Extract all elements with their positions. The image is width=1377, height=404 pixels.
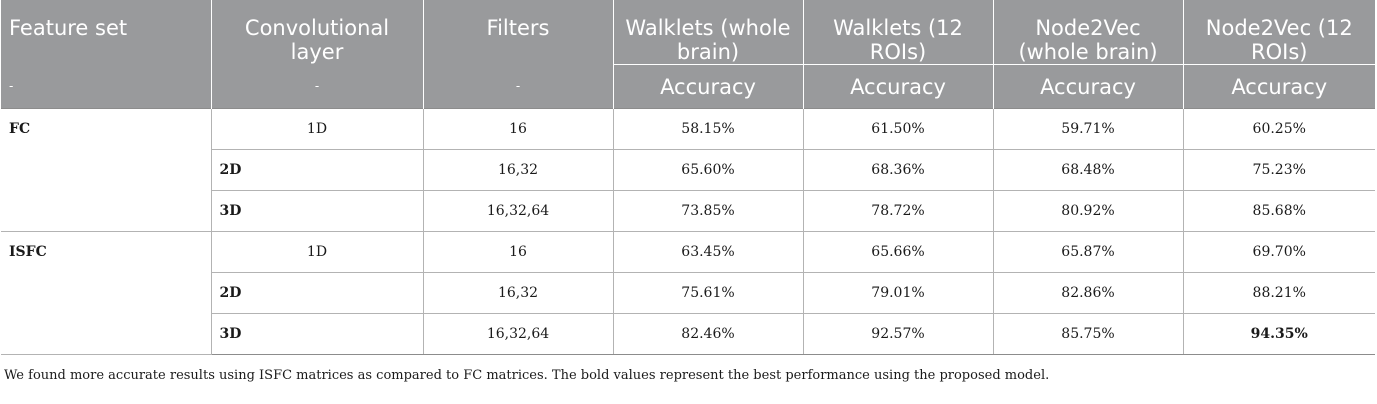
accuracy-cell: 65.60% [612, 149, 804, 191]
subheader-convolutional-layer: - [210, 64, 424, 109]
subheader-accuracy: Accuracy [802, 64, 994, 109]
table-row: 3D 16,32,64 82.46% 92.57% 85.75% 94.35% [1, 313, 1375, 355]
convolutional-layer-cell: 1D [210, 231, 424, 273]
accuracy-cell: 65.66% [802, 231, 994, 273]
subheader-accuracy: Accuracy [1182, 64, 1375, 109]
table-header: Feature set Convolutional layer Filters … [1, 0, 1375, 109]
header-walklets-12-rois: Walklets (12 ROIs) [802, 0, 994, 65]
convolutional-layer-cell: 3D [211, 190, 424, 232]
accuracy-cell: 59.71% [992, 108, 1184, 150]
subheader-row: - - - Accuracy Accuracy Accuracy Accurac… [1, 64, 1375, 109]
table-footnote: We found more accurate results using ISF… [4, 368, 1050, 383]
filters-cell: 16,32,64 [422, 190, 614, 232]
accuracy-cell: 78.72% [802, 190, 994, 232]
accuracy-cell: 65.87% [992, 231, 1184, 273]
subheader-accuracy: Accuracy [992, 64, 1184, 109]
accuracy-cell: 73.85% [612, 190, 804, 232]
table-body: FC 1D 16 58.15% 61.50% 59.71% 60.25% 2D 16,32 65.… [1, 108, 1375, 355]
subheader-accuracy: Accuracy [612, 64, 804, 109]
table-row: 3D 16,32,64 73.85% 78.72% 80.92% 85.68% [1, 190, 1375, 232]
accuracy-cell: 82.86% [992, 272, 1184, 314]
accuracy-cell: 60.25% [1182, 108, 1375, 150]
results-table-container: Feature set Convolutional layer Filters … [1, 0, 1375, 355]
filters-cell: 16,32 [422, 272, 614, 314]
filters-cell: 16 [422, 108, 614, 150]
accuracy-cell: 58.15% [612, 108, 804, 150]
accuracy-cell: 61.50% [802, 108, 994, 150]
feature-set-cell: ISFC [1, 231, 212, 355]
table-row: FC 1D 16 58.15% 61.50% 59.71% 60.25% [1, 108, 1375, 232]
accuracy-cell: 80.92% [992, 190, 1184, 232]
accuracy-cell: 69.70% [1182, 231, 1375, 273]
accuracy-cell: 63.45% [612, 231, 804, 273]
accuracy-cell: 85.68% [1182, 190, 1375, 232]
subheader-feature-set: - [1, 64, 212, 109]
feature-set-cell: FC [1, 108, 212, 232]
accuracy-cell: 94.35% [1182, 313, 1375, 355]
header-walklets-whole-brain: Walklets (whole brain) [612, 0, 804, 65]
filters-cell: 16,32,64 [422, 313, 614, 355]
subheader-filters: - [422, 64, 614, 109]
convolutional-layer-cell: 2D [211, 272, 424, 314]
filters-cell: 16 [422, 231, 614, 273]
convolutional-layer-cell: 2D [211, 149, 424, 191]
accuracy-cell: 79.01% [802, 272, 994, 314]
header-filters: Filters [422, 0, 614, 65]
header-node2vec-12-rois: Node2Vec (12 ROIs) [1182, 0, 1375, 65]
filters-cell: 16,32 [422, 149, 614, 191]
accuracy-cell: 68.36% [802, 149, 994, 191]
convolutional-layer-cell: 1D [210, 108, 424, 150]
table-row: 2D 16,32 75.61% 79.01% 82.86% 88.21% [1, 272, 1375, 314]
table-row: ISFC 1D 16 63.45% 65.66% 65.87% 69.70% [1, 231, 1375, 355]
accuracy-cell: 92.57% [802, 313, 994, 355]
header-row: Feature set Convolutional layer Filters … [1, 0, 1375, 65]
header-convolutional-layer: Convolutional layer [210, 0, 424, 65]
accuracy-cell: 88.21% [1182, 272, 1375, 314]
accuracy-cell: 68.48% [992, 149, 1184, 191]
convolutional-layer-cell: 3D [211, 313, 424, 355]
accuracy-cell: 75.23% [1182, 149, 1375, 191]
accuracy-cell: 82.46% [612, 313, 804, 355]
results-table: Feature set Convolutional layer Filters … [1, 0, 1375, 355]
accuracy-cell: 85.75% [992, 313, 1184, 355]
header-feature-set: Feature set [1, 0, 212, 65]
accuracy-cell: 75.61% [612, 272, 804, 314]
header-node2vec-whole-brain: Node2Vec (whole brain) [992, 0, 1184, 65]
